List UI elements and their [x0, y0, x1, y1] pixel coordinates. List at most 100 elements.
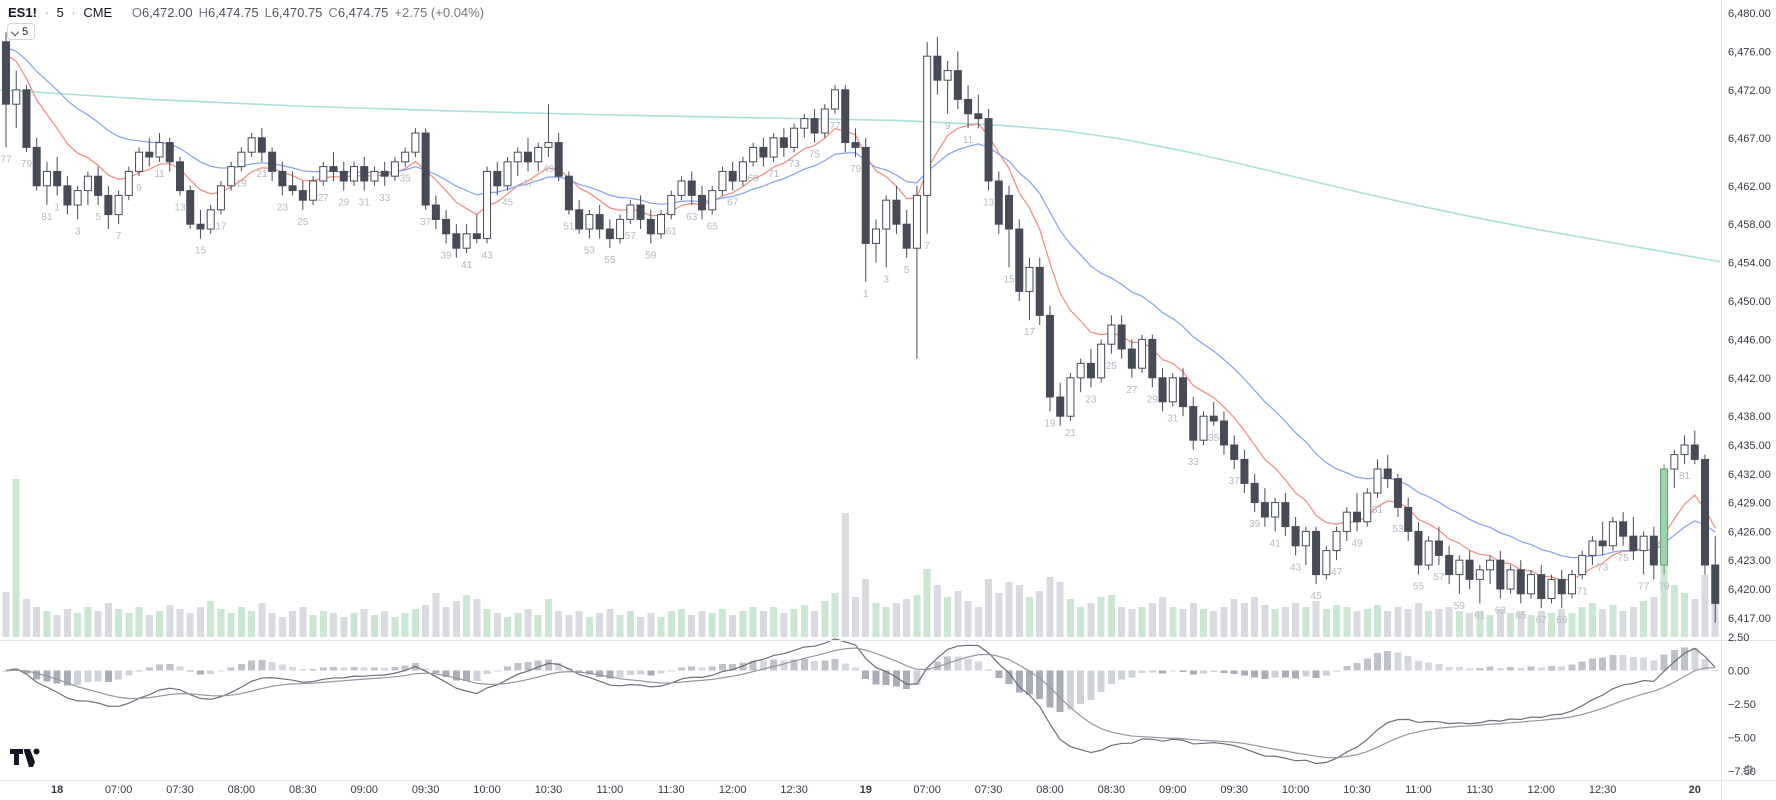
price-axis[interactable]: 6,480.00 6,476.00 6,472.00 6,467.00 6,462.00…: [1728, 8, 1771, 625]
svg-text:29: 29: [1147, 394, 1159, 405]
exchange-label[interactable]: CME: [83, 5, 113, 20]
svg-text:39: 39: [1249, 519, 1261, 530]
svg-text:09:00: 09:00: [350, 784, 378, 796]
close-label: C: [328, 5, 338, 20]
low-value: 6,470.75: [271, 5, 323, 20]
svg-text:6,426.00: 6,426.00: [1728, 526, 1771, 538]
svg-text:6,472.00: 6,472.00: [1728, 85, 1771, 97]
svg-text:12:00: 12:00: [719, 784, 747, 796]
svg-text:55: 55: [604, 255, 616, 266]
svg-text:27: 27: [1126, 385, 1138, 396]
svg-text:10:30: 10:30: [535, 784, 563, 796]
svg-text:59: 59: [1454, 601, 1466, 612]
legend-separator: ·: [44, 5, 49, 20]
svg-text:21: 21: [1065, 428, 1077, 439]
svg-text:6,438.00: 6,438.00: [1728, 411, 1771, 423]
svg-text:6,462.00: 6,462.00: [1728, 181, 1771, 193]
svg-text:17: 17: [215, 222, 227, 233]
svg-text:67: 67: [1536, 615, 1548, 626]
svg-text:11:00: 11:00: [597, 784, 624, 796]
legend-separator: ·: [71, 5, 76, 20]
svg-text:09:00: 09:00: [1159, 784, 1187, 796]
svg-text:73: 73: [1597, 562, 1609, 573]
svg-text:37: 37: [1229, 476, 1241, 487]
svg-text:73: 73: [789, 159, 801, 170]
symbol-name[interactable]: ES1!: [8, 5, 37, 20]
ohlc-readout: O6,472.00 H6,474.75 L6,470.75 C6,474.75 +2.7…: [126, 5, 484, 20]
svg-text:67: 67: [727, 198, 739, 209]
svg-text:15: 15: [195, 246, 207, 257]
svg-text:51: 51: [563, 222, 575, 233]
svg-text:17: 17: [1024, 327, 1036, 338]
open-value: 6,472.00: [141, 5, 193, 20]
svg-text:35: 35: [400, 174, 412, 185]
moving-average-lines: [0, 46, 1721, 581]
svg-text:07:00: 07:00: [913, 784, 941, 796]
svg-text:6,435.00: 6,435.00: [1728, 440, 1771, 452]
candlestick-series: [2, 32, 1720, 623]
time-axis[interactable]: 18 07:00 07:30 08:00 08:30 09:00 09:30 10:00 10:…: [51, 784, 1701, 796]
svg-text:33: 33: [379, 193, 391, 204]
svg-text:2.50: 2.50: [1728, 632, 1749, 644]
symbol-legend[interactable]: ES1! · 5 · CME O6,472.00 H6,474.75 L6,470.…: [8, 5, 484, 20]
svg-text:23: 23: [1085, 394, 1097, 405]
svg-text:79: 79: [1659, 582, 1671, 593]
svg-text:81: 81: [1679, 471, 1691, 482]
svg-text:3: 3: [883, 274, 889, 285]
svg-text:08:00: 08:00: [228, 784, 256, 796]
svg-text:11: 11: [154, 169, 165, 180]
svg-text:11:00: 11:00: [1405, 784, 1432, 796]
svg-text:57: 57: [1433, 572, 1445, 583]
svg-text:1: 1: [54, 202, 60, 213]
svg-text:75: 75: [809, 150, 821, 161]
svg-text:59: 59: [645, 250, 657, 261]
svg-text:53: 53: [1392, 524, 1404, 535]
svg-text:45: 45: [502, 198, 514, 209]
high-label: H: [198, 5, 208, 20]
svg-text:7: 7: [116, 231, 122, 242]
svg-text:10:30: 10:30: [1343, 784, 1371, 796]
svg-text:10:00: 10:00: [473, 784, 501, 796]
svg-text:0.00: 0.00: [1728, 666, 1749, 678]
change-value: +2.75 (+0.04%): [394, 5, 485, 20]
svg-text:15: 15: [1003, 274, 1015, 285]
svg-text:19: 19: [236, 178, 248, 189]
svg-text:12:30: 12:30: [780, 784, 808, 796]
indicator-axis[interactable]: 2.50 0.00 −2.50 −5.00 −7.50: [1728, 632, 1756, 778]
svg-text:65: 65: [707, 222, 719, 233]
svg-text:−5.00: −5.00: [1728, 733, 1756, 745]
svg-text:29: 29: [338, 198, 350, 209]
svg-text:08:30: 08:30: [1098, 784, 1126, 796]
svg-text:19: 19: [1044, 418, 1056, 429]
svg-text:6,450.00: 6,450.00: [1728, 296, 1771, 308]
indicator-settings-gear-icon[interactable]: ⚙: [1742, 763, 1755, 779]
svg-text:57: 57: [625, 231, 637, 242]
interval-label[interactable]: 5: [56, 5, 64, 20]
tradingview-logo[interactable]: [10, 747, 40, 769]
svg-text:49: 49: [543, 164, 555, 175]
svg-text:6,480.00: 6,480.00: [1728, 8, 1771, 20]
svg-text:6,476.00: 6,476.00: [1728, 46, 1771, 58]
svg-text:77: 77: [829, 121, 841, 132]
svg-text:20: 20: [1689, 784, 1701, 796]
svg-text:7: 7: [924, 241, 930, 252]
chevron-down-icon: [12, 28, 19, 35]
svg-text:07:30: 07:30: [166, 784, 194, 796]
svg-text:−7.50: −7.50: [1728, 766, 1756, 778]
svg-text:11:30: 11:30: [658, 784, 685, 796]
svg-text:77: 77: [0, 154, 12, 165]
svg-text:77: 77: [1638, 582, 1650, 593]
interval-dropdown-button[interactable]: 5: [7, 23, 36, 40]
svg-text:6,446.00: 6,446.00: [1728, 334, 1771, 346]
svg-text:41: 41: [461, 260, 473, 271]
svg-text:47: 47: [522, 178, 534, 189]
svg-text:3: 3: [75, 226, 81, 237]
svg-text:37: 37: [420, 217, 432, 228]
macd-histogram: [2, 647, 1719, 713]
svg-text:09:30: 09:30: [412, 784, 440, 796]
svg-text:6,423.00: 6,423.00: [1728, 555, 1771, 567]
svg-text:33: 33: [1188, 457, 1200, 468]
svg-text:35: 35: [1208, 433, 1220, 444]
